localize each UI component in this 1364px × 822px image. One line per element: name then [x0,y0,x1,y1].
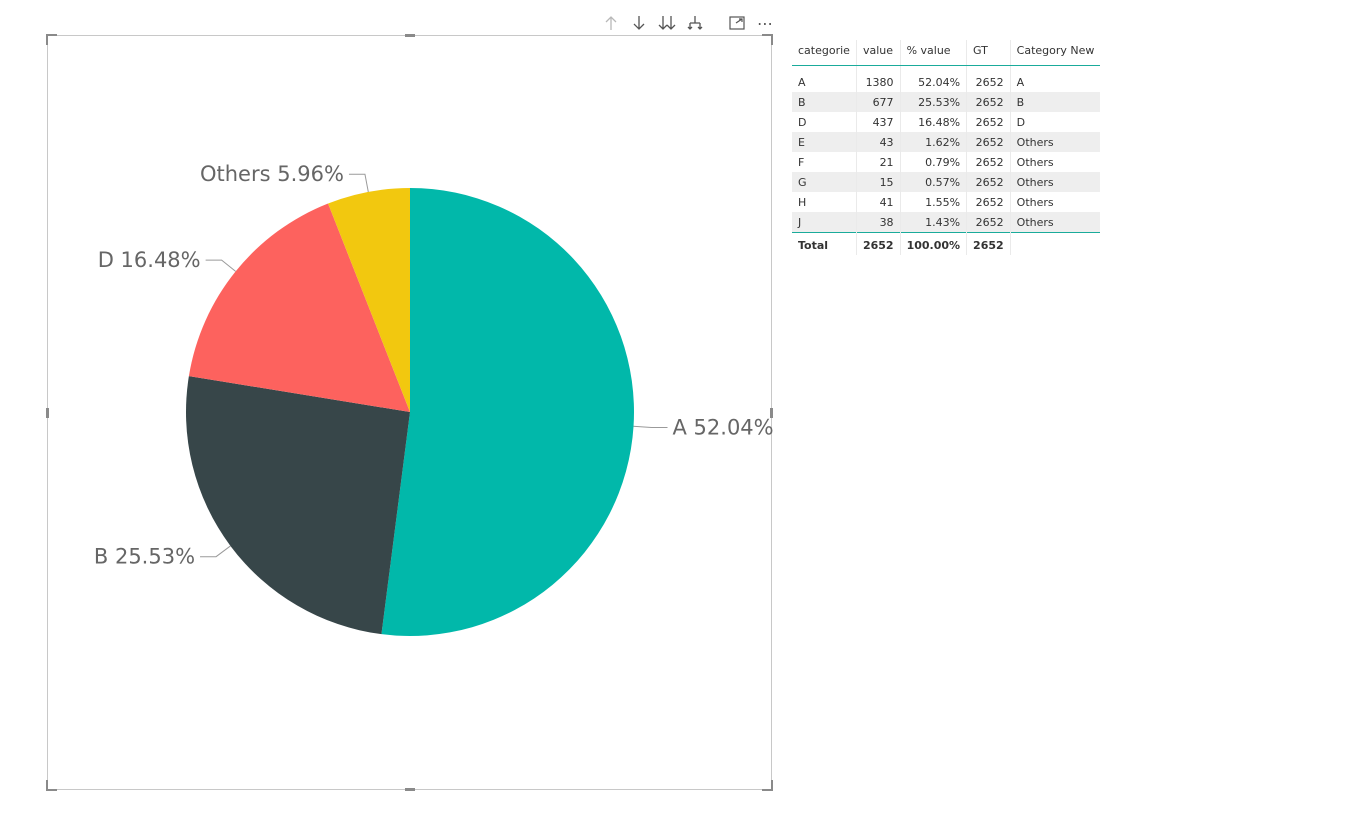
table-row: D 437 16.48% 2652 D [792,112,1100,132]
leader-line-others [348,173,369,193]
table-cell: H [792,192,857,212]
table-cell: D [792,112,857,132]
resize-handle-top-right[interactable] [762,34,773,45]
pie-chart: A 52.04% B 25.53% D 16.48% Others 5.96% [94,162,774,636]
table-cell: A [1016,75,1025,89]
table-cell: 25.53% [900,92,968,112]
table-cell: J [792,212,857,233]
table-cell: 16.48% [900,112,968,132]
more-options-icon[interactable]: ⋯ [754,12,776,34]
table-cell: 677 [856,92,901,112]
leader-line-a [633,425,668,428]
leader-line-b [200,545,231,558]
data-label-d: D 16.48% [98,248,201,272]
table-cell: 52.04% [900,65,968,92]
table-cell: 43 [856,132,901,152]
data-table: categorie value% value GT Category New A 138… [792,40,1101,255]
more-options-label: ⋯ [757,13,773,33]
table-cell: 2652 [966,132,1011,152]
table-header-row: categorie value% value GT Category New [792,40,1101,66]
column-header-category-new[interactable]: Category New [1010,40,1101,66]
total-cell: 100.00% [900,232,968,255]
table-cell: 2652 [966,65,1011,92]
arrow-down-icon[interactable] [628,12,650,34]
table-cell: 2652 [966,92,1011,112]
table-cell: 41 [856,192,901,212]
column-header--value[interactable]: % value [900,40,968,66]
resize-handle-top[interactable] [405,34,415,37]
total-cell: Total [792,232,857,255]
table-row: B 677 25.53% 2652 B [792,92,1101,112]
pie-visual-frame[interactable] [46,34,773,791]
pie-slice-a[interactable] [381,188,634,636]
table-cell: 2652 [966,152,1011,172]
pie-slice-b[interactable] [185,376,410,635]
table-cell: A [792,65,857,92]
table-cell: Others [1016,155,1054,169]
table-cell: 2652 [966,172,1011,192]
table-cell: F [792,152,857,172]
expand-hierarchy-icon[interactable] [684,12,706,34]
double-arrow-down-icon[interactable] [656,12,678,34]
table-row: E 43 1.62% 2652 Others [792,132,1101,152]
pie-slice-others[interactable] [328,188,410,412]
data-label-a: A 52.04% [673,415,774,439]
resize-handle-bottom-left[interactable] [46,780,57,791]
table-cell: 0.79% [900,152,968,172]
table-cell: B [792,92,857,112]
table-cell: 2652 [966,192,1011,212]
table-row: H 41 1.55% 2652 Others [792,192,1100,212]
column-header-gt[interactable]: GT [966,40,1011,66]
resize-handle-left[interactable] [46,408,49,418]
table-cell: Others [1010,172,1101,192]
resize-handle-bottom-right[interactable] [762,780,773,791]
table-total-row: Total 2652 100.00% 2652 [792,232,1101,255]
column-header-categorie[interactable]: categorie [792,40,857,66]
table-cell: 0.57% [900,172,968,192]
table-cell: G [792,172,857,192]
pie-slice-d[interactable] [188,203,410,412]
table-row: G 15 0.57% 2652 Others [792,172,1101,192]
table-cell: 15 [856,172,901,192]
total-cell: 2652 [856,232,901,255]
table-cell: 1.55% [900,192,968,212]
total-cell [1010,232,1101,255]
table-cell: D [1016,115,1026,129]
visual-header-toolbar: ⋯ [600,12,776,34]
resize-handle-right[interactable] [770,408,773,418]
resize-handle-top-left[interactable] [46,34,57,45]
table-cell: Others [1010,212,1101,233]
table-cell: 2652 [966,212,1011,233]
table-cell: 2652 [966,112,1011,132]
resize-handle-bottom[interactable] [405,788,415,791]
table-row: F 21 0.79% 2652 Others [792,152,1100,172]
table-cell: E [792,132,857,152]
data-label-others: Others 5.96% [200,162,344,186]
table-cell: 38 [856,212,901,233]
leader-line-d [205,259,236,272]
table-row: A 1380 52.04% 2652 A [792,65,1100,92]
column-header-value[interactable]: value [856,40,901,66]
data-label-b: B 25.53% [94,545,195,569]
arrow-up-icon[interactable] [600,12,622,34]
table-visual: categorie value% value GT Category New A 138… [792,40,1101,255]
table-cell: 1.62% [900,132,968,152]
total-cell: 2652 [966,232,1011,255]
table-cell: B [1010,92,1101,112]
table-cell: Others [1010,132,1101,152]
table-cell: 1380 [856,65,901,92]
focus-mode-icon[interactable] [726,12,748,34]
table-cell: Others [1016,195,1054,209]
table-cell: 21 [856,152,901,172]
table-row: J 38 1.43% 2652 Others [792,212,1101,233]
table-cell: 1.43% [900,212,968,233]
table-cell: 437 [856,112,901,132]
